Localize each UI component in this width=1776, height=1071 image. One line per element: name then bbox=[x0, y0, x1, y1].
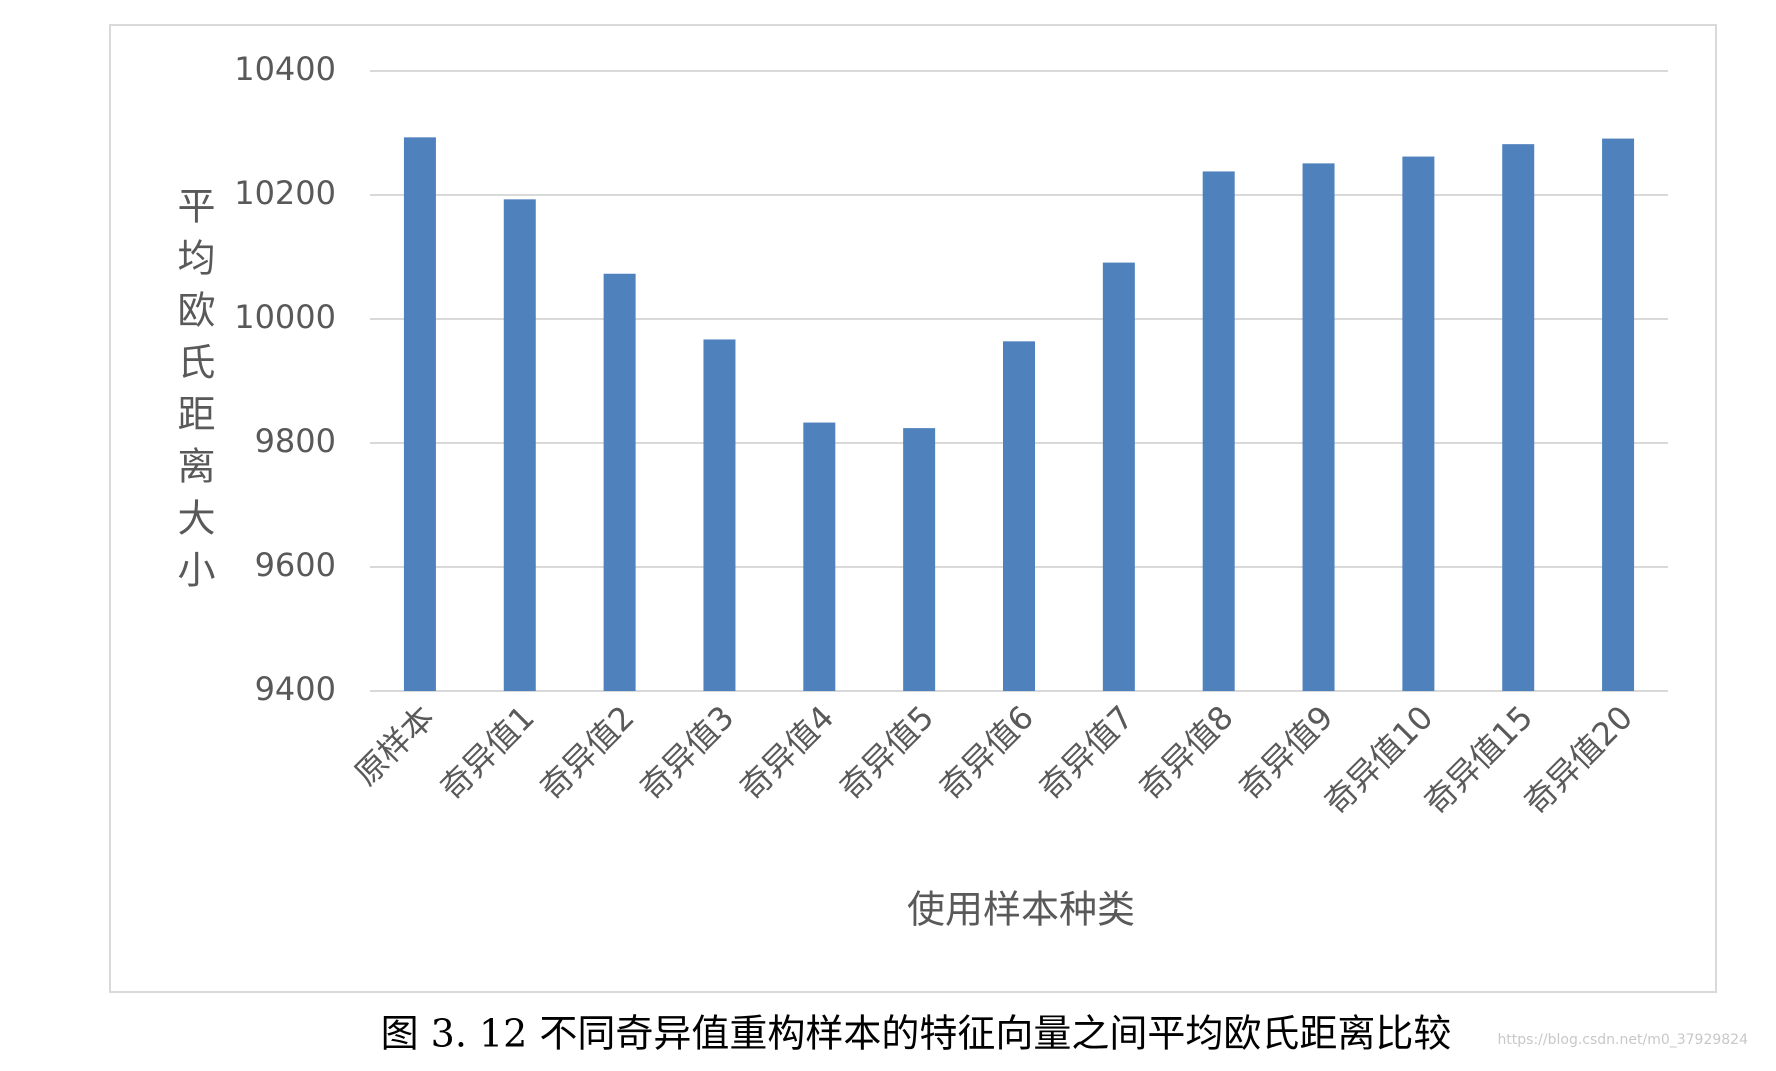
bar bbox=[1402, 156, 1435, 691]
x-tick-label: 奇异值15 bbox=[1417, 698, 1541, 822]
x-tick-label: 奇异值2 bbox=[532, 698, 641, 807]
y-tick-label: 9400 bbox=[255, 670, 336, 708]
y-tick-label: 10200 bbox=[234, 174, 336, 212]
x-tick-label: 奇异值3 bbox=[632, 698, 741, 807]
x-tick-label: 奇异值4 bbox=[732, 698, 841, 807]
y-tick-label: 10400 bbox=[234, 50, 336, 88]
caption: 图 3. 12 不同奇异值重构样本的特征向量之间平均欧氏距离比较 bbox=[381, 1012, 1452, 1056]
y-tick-label: 9800 bbox=[255, 422, 336, 460]
x-tick-label: 奇异值1 bbox=[433, 698, 542, 807]
x-tick-label: 奇异值20 bbox=[1517, 698, 1641, 822]
bar bbox=[803, 422, 836, 691]
x-tick-label: 原样本 bbox=[347, 698, 442, 793]
chart-border bbox=[109, 24, 1717, 993]
x-tick-label: 奇异值6 bbox=[932, 698, 1041, 807]
bar bbox=[1003, 341, 1035, 691]
bar bbox=[403, 137, 436, 692]
bar bbox=[1302, 163, 1335, 691]
bar bbox=[903, 428, 936, 691]
bar bbox=[1202, 171, 1235, 691]
bar bbox=[1502, 144, 1535, 691]
y-tick-label: 10000 bbox=[234, 298, 336, 336]
bar bbox=[1102, 262, 1135, 691]
x-tick-label: 奇异值10 bbox=[1317, 698, 1441, 822]
x-tick-label: 奇异值5 bbox=[832, 698, 941, 807]
bar bbox=[703, 339, 736, 691]
watermark: https://blog.csdn.net/m0_37929824 bbox=[1497, 1032, 1748, 1048]
x-tick-label: 奇异值7 bbox=[1032, 698, 1141, 807]
bar bbox=[503, 199, 536, 691]
x-tick-label: 奇异值8 bbox=[1132, 698, 1241, 807]
bar bbox=[1602, 138, 1635, 691]
y-axis-title: 平均欧氏距离大小 bbox=[171, 186, 215, 602]
x-axis-title: 使用样本种类 bbox=[907, 888, 1135, 932]
bar bbox=[603, 273, 636, 691]
y-tick-label: 9600 bbox=[255, 546, 336, 584]
